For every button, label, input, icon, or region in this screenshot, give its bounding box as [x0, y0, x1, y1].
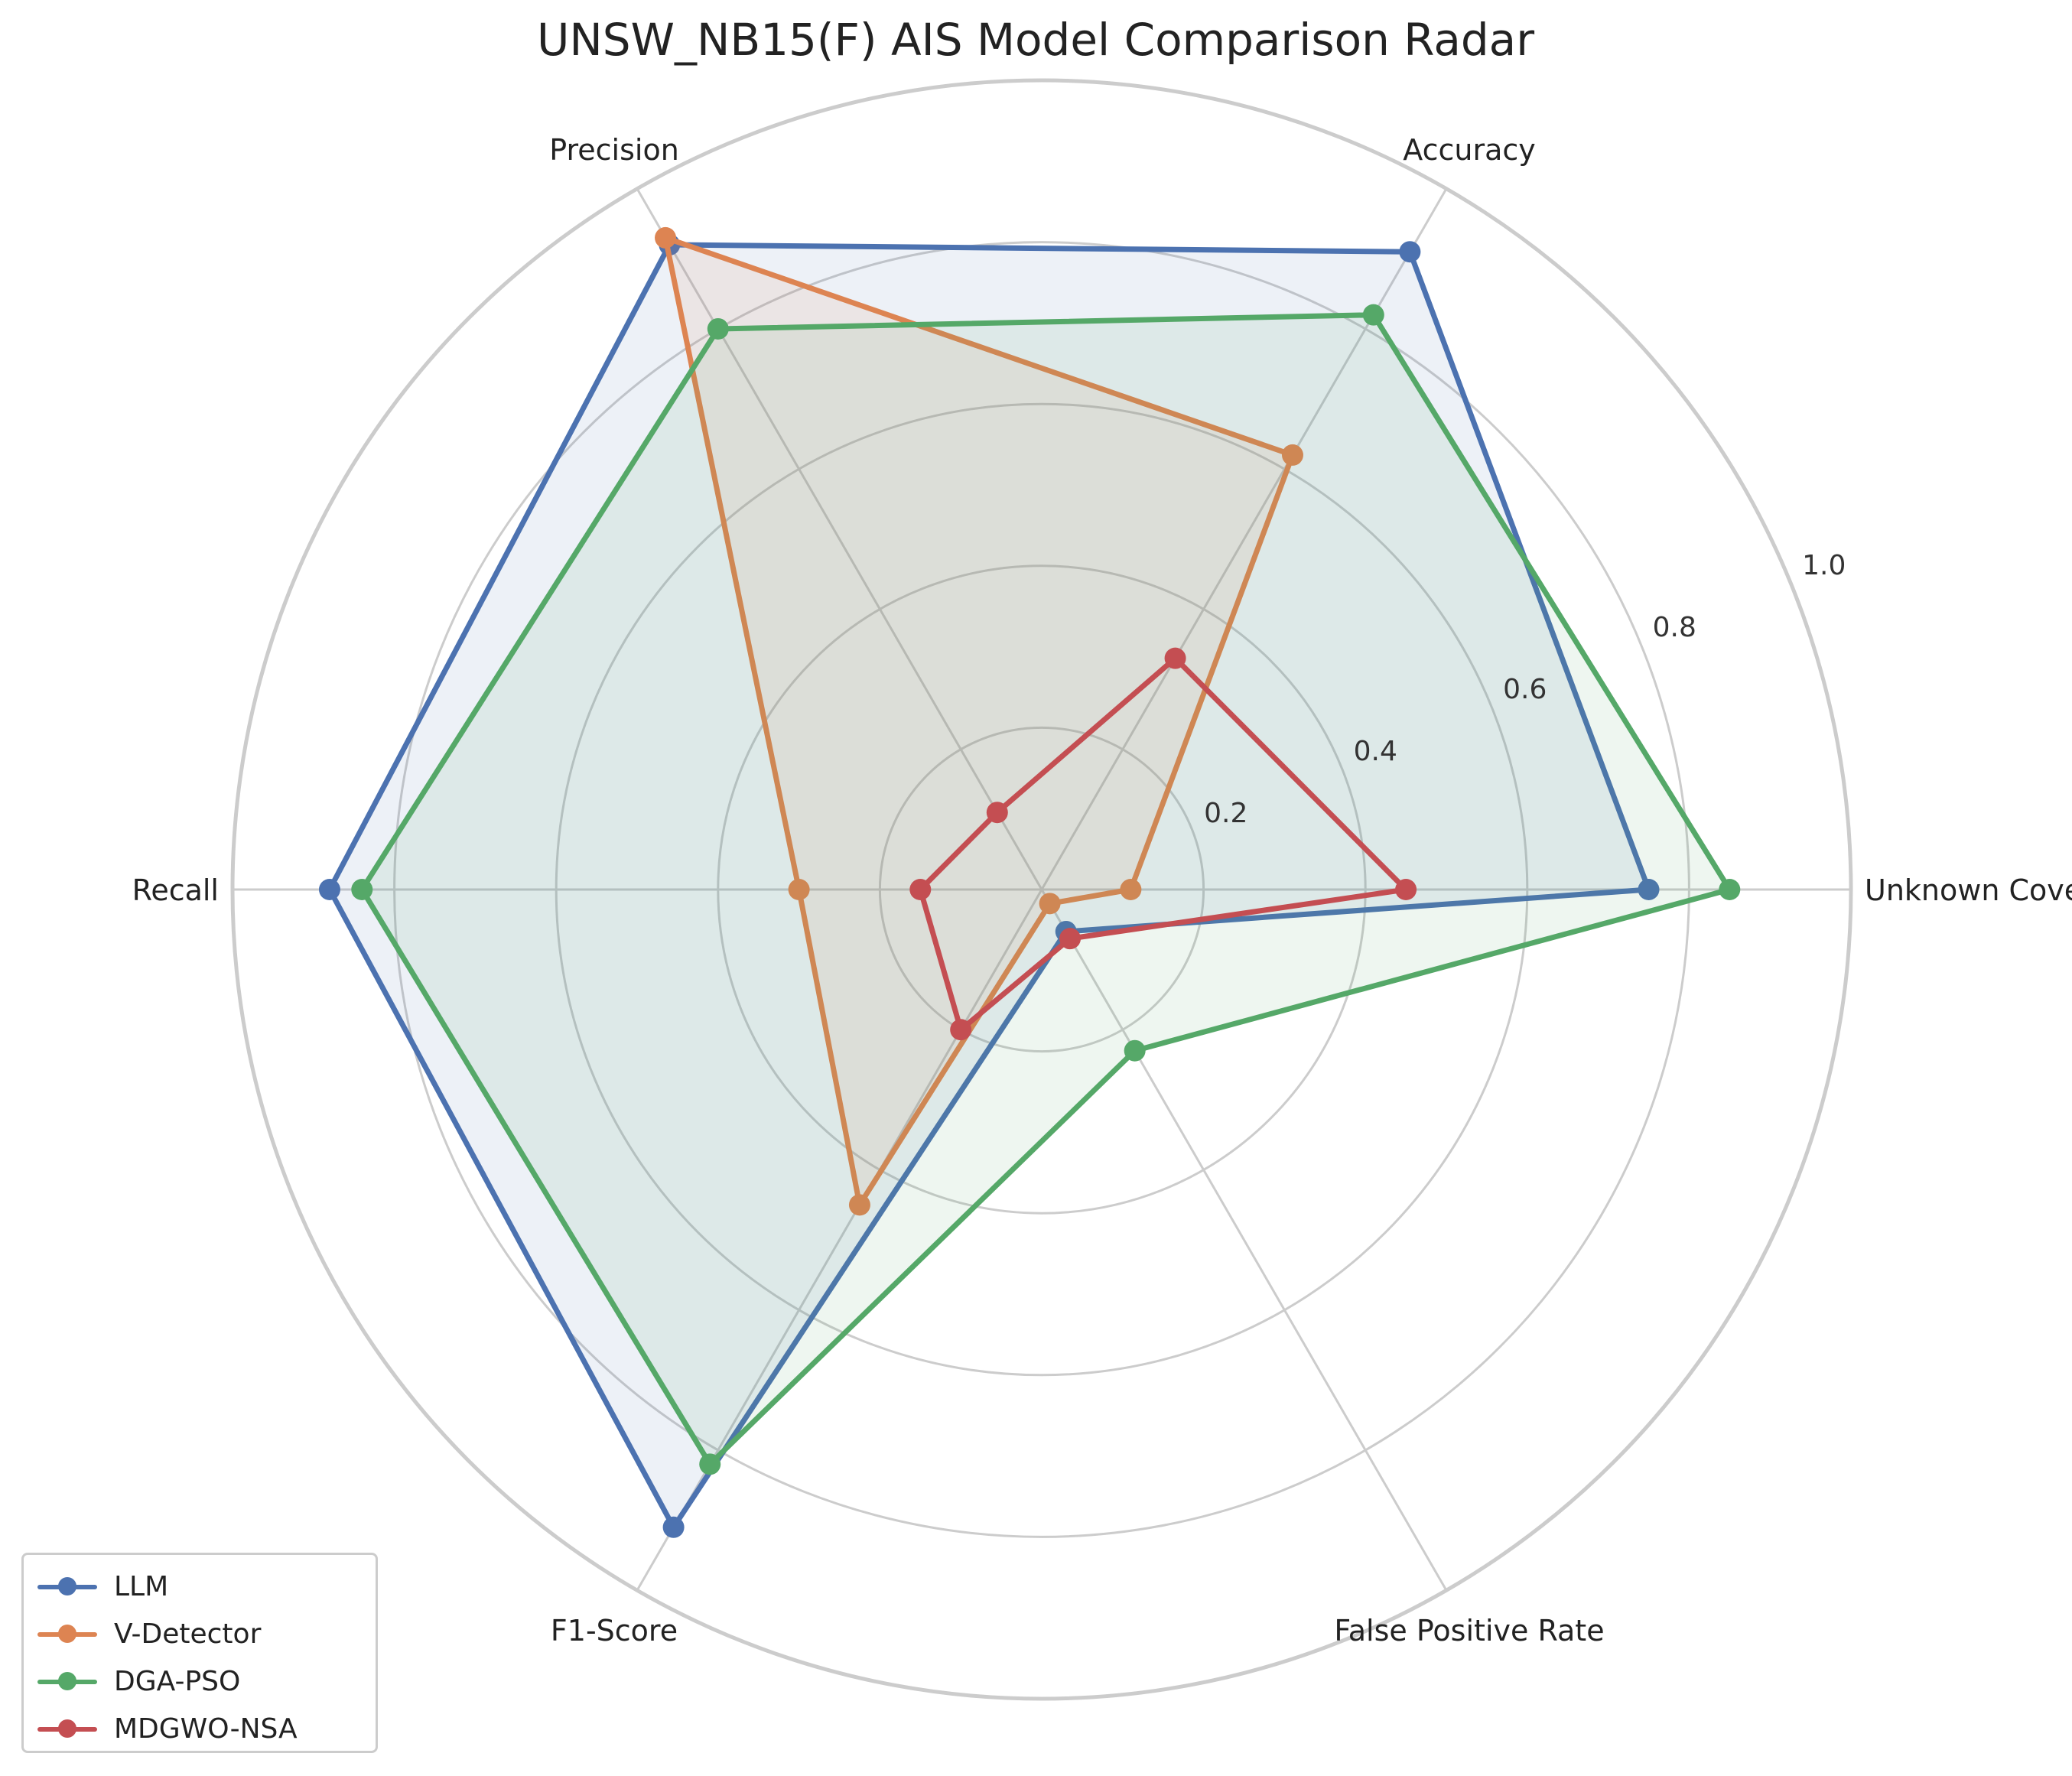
- legend-label: MDGWO-NSA: [114, 1713, 298, 1745]
- point-v-detector-unknown-coverage: [1120, 879, 1142, 900]
- point-dga-pso-accuracy: [1362, 304, 1384, 326]
- spoke-false-positive-rate: [1040, 889, 1448, 1592]
- spoke-precision: [636, 187, 1043, 890]
- point-mdgwo-nsa-recall: [909, 879, 932, 900]
- radial-tick-label: 0.4: [1354, 736, 1397, 767]
- point-llm-f1-score: [662, 1516, 685, 1538]
- grid-circle: [393, 241, 1690, 1538]
- legend-label: LLM: [114, 1570, 169, 1602]
- point-mdgwo-nsa-f1-score: [950, 1019, 972, 1041]
- point-dga-pso-f1-score: [699, 1453, 721, 1475]
- series-fill-dga-pso: [362, 314, 1730, 1465]
- spoke-accuracy: [1040, 187, 1448, 890]
- legend-swatch: [37, 1670, 97, 1693]
- axis-label-f1-score: F1-Score: [551, 1614, 678, 1648]
- grid-circle: [878, 726, 1205, 1053]
- radial-tick-label: 0.8: [1653, 612, 1696, 643]
- legend-swatch: [37, 1717, 97, 1740]
- point-llm-recall: [318, 879, 340, 900]
- axis-label-precision: Precision: [549, 133, 679, 167]
- legend: LLM V-Detector DGA-PSO MDGWO-NSA: [21, 1553, 378, 1753]
- legend-label: DGA-PSO: [114, 1665, 241, 1697]
- radar-grid: [230, 78, 1853, 1701]
- legend-item: LLM: [37, 1563, 376, 1610]
- point-mdgwo-nsa-unknown-coverage: [1395, 879, 1417, 900]
- series-v-detector: [655, 226, 1303, 1216]
- point-dga-pso-precision: [707, 317, 729, 340]
- legend-item: MDGWO-NSA: [37, 1705, 376, 1752]
- point-v-detector-f1-score: [848, 1194, 870, 1216]
- point-v-detector-recall: [788, 879, 810, 900]
- point-v-detector-precision: [655, 226, 677, 249]
- series-dga-pso: [351, 304, 1741, 1475]
- legend-item: DGA-PSO: [37, 1657, 376, 1705]
- series-fill-llm: [330, 245, 1649, 1527]
- axis-label-recall: Recall: [132, 873, 219, 907]
- axis-label-false-positive-rate: False Positive Rate: [1334, 1614, 1604, 1648]
- point-mdgwo-nsa-false-positive-rate: [1059, 928, 1082, 950]
- point-v-detector-accuracy: [1281, 444, 1303, 466]
- radial-tick-labels: 0.2 0.4 0.6 0.8 1.0: [1204, 550, 1846, 829]
- point-dga-pso-false-positive-rate: [1124, 1039, 1146, 1062]
- axis-label-unknown-coverage: Unknown Coverage: [1865, 873, 2072, 907]
- spoke-f1-score: [636, 889, 1043, 1592]
- axis-labels: Unknown Coverage Accuracy Precision Recall F…: [132, 133, 2072, 1648]
- radial-tick-label: 1.0: [1802, 550, 1846, 581]
- grid-circle: [230, 78, 1853, 1701]
- legend-swatch: [37, 1622, 97, 1645]
- series-mdgwo-nsa: [909, 647, 1417, 1041]
- legend-swatch: [37, 1575, 97, 1598]
- point-dga-pso-recall: [351, 879, 373, 900]
- point-dga-pso-unknown-coverage: [1719, 879, 1741, 900]
- radial-tick-label: 0.6: [1503, 674, 1547, 705]
- radar-series: [318, 226, 1741, 1538]
- legend-item: V-Detector: [37, 1610, 376, 1657]
- legend-label: V-Detector: [114, 1618, 262, 1650]
- series-fill-v-detector: [665, 237, 1293, 1205]
- chart-title: UNSW_NB15(F) AIS Model Comparison Radar: [537, 14, 1534, 66]
- axis-label-accuracy: Accuracy: [1403, 133, 1536, 167]
- radial-tick-label: 0.2: [1204, 798, 1247, 829]
- point-v-detector-false-positive-rate: [1039, 893, 1061, 915]
- grid-circle: [555, 402, 1529, 1377]
- point-mdgwo-nsa-accuracy: [1164, 647, 1186, 669]
- point-mdgwo-nsa-precision: [986, 802, 1008, 824]
- point-llm-unknown-coverage: [1638, 879, 1660, 900]
- grid-circle: [717, 564, 1367, 1215]
- point-llm-accuracy: [1399, 241, 1421, 263]
